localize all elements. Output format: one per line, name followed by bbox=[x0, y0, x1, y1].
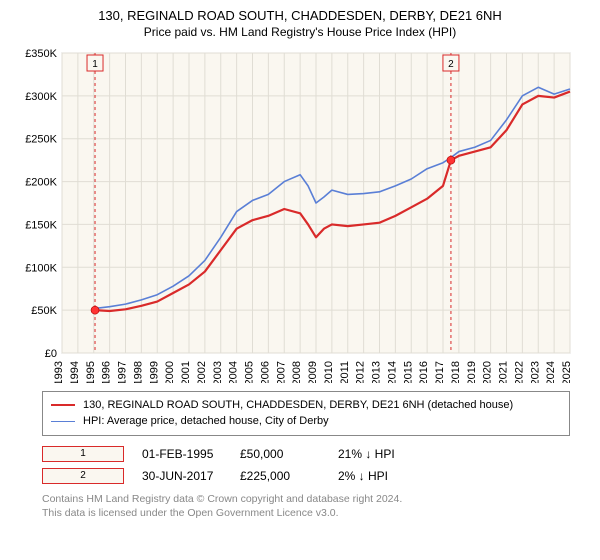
svg-text:2014: 2014 bbox=[386, 361, 398, 383]
svg-text:2007: 2007 bbox=[275, 361, 287, 383]
svg-text:1994: 1994 bbox=[69, 361, 81, 383]
svg-text:£300K: £300K bbox=[25, 91, 57, 103]
legend-swatch bbox=[51, 421, 75, 423]
table-row: 2 30-JUN-2017 £225,000 2% ↓ HPI bbox=[42, 468, 570, 484]
svg-text:2017: 2017 bbox=[434, 361, 446, 383]
footer-line: This data is licensed under the Open Gov… bbox=[42, 506, 570, 520]
footer-attribution: Contains HM Land Registry data © Crown c… bbox=[42, 492, 570, 520]
legend-label: 130, REGINALD ROAD SOUTH, CHADDESDEN, DE… bbox=[83, 397, 513, 414]
svg-text:£350K: £350K bbox=[25, 48, 57, 60]
line-chart-svg: £0 £50K £100K £150K £200K £250K £300K £350K 1993… bbox=[20, 43, 580, 383]
svg-text:2025: 2025 bbox=[561, 361, 573, 383]
svg-text:£100K: £100K bbox=[25, 262, 57, 274]
svg-text:1995: 1995 bbox=[85, 361, 97, 383]
svg-text:2001: 2001 bbox=[180, 361, 192, 383]
svg-text:2008: 2008 bbox=[291, 361, 303, 383]
marker-badge: 2 bbox=[42, 468, 124, 484]
legend-label: HPI: Average price, detached house, City… bbox=[83, 413, 329, 430]
legend-swatch bbox=[51, 404, 75, 406]
svg-text:2021: 2021 bbox=[498, 361, 510, 383]
table-row: 1 01-FEB-1995 £50,000 21% ↓ HPI bbox=[42, 446, 570, 462]
txn-date: 01-FEB-1995 bbox=[142, 447, 222, 461]
svg-text:2016: 2016 bbox=[418, 361, 430, 383]
svg-text:1: 1 bbox=[92, 59, 98, 70]
svg-text:2000: 2000 bbox=[164, 361, 176, 383]
svg-text:1999: 1999 bbox=[148, 361, 160, 383]
svg-text:2023: 2023 bbox=[529, 361, 541, 383]
txn-price: £225,000 bbox=[240, 469, 320, 483]
txn-delta: 2% ↓ HPI bbox=[338, 469, 418, 483]
svg-text:2: 2 bbox=[448, 59, 454, 70]
legend-item: 130, REGINALD ROAD SOUTH, CHADDESDEN, DE… bbox=[51, 397, 561, 414]
svg-text:2020: 2020 bbox=[482, 361, 494, 383]
txn-delta: 21% ↓ HPI bbox=[338, 447, 418, 461]
txn-price: £50,000 bbox=[240, 447, 320, 461]
svg-text:2010: 2010 bbox=[323, 361, 335, 383]
svg-text:2022: 2022 bbox=[513, 361, 525, 383]
svg-text:2011: 2011 bbox=[339, 361, 351, 383]
svg-text:£250K: £250K bbox=[25, 134, 57, 146]
legend: 130, REGINALD ROAD SOUTH, CHADDESDEN, DE… bbox=[42, 391, 570, 436]
txn-date: 30-JUN-2017 bbox=[142, 469, 222, 483]
svg-text:2018: 2018 bbox=[450, 361, 462, 383]
svg-text:£50K: £50K bbox=[31, 305, 57, 317]
svg-text:2012: 2012 bbox=[355, 361, 367, 383]
svg-text:2006: 2006 bbox=[259, 361, 271, 383]
legend-item: HPI: Average price, detached house, City… bbox=[51, 413, 561, 430]
svg-text:2024: 2024 bbox=[545, 361, 557, 383]
svg-text:1998: 1998 bbox=[132, 361, 144, 383]
chart-subtitle: Price paid vs. HM Land Registry's House … bbox=[0, 25, 600, 43]
svg-text:2005: 2005 bbox=[244, 361, 256, 383]
svg-text:2004: 2004 bbox=[228, 361, 240, 383]
svg-text:2009: 2009 bbox=[307, 361, 319, 383]
marker-badge: 1 bbox=[42, 446, 124, 462]
svg-text:1997: 1997 bbox=[117, 361, 129, 383]
svg-text:2019: 2019 bbox=[466, 361, 478, 383]
transaction-table: 1 01-FEB-1995 £50,000 21% ↓ HPI 2 30-JUN… bbox=[42, 446, 570, 484]
svg-text:£0: £0 bbox=[45, 348, 57, 360]
svg-text:1993: 1993 bbox=[53, 361, 65, 383]
svg-text:£200K: £200K bbox=[25, 176, 57, 188]
svg-text:1996: 1996 bbox=[101, 361, 113, 383]
svg-text:2003: 2003 bbox=[212, 361, 224, 383]
svg-text:2002: 2002 bbox=[196, 361, 208, 383]
svg-text:£150K: £150K bbox=[25, 219, 57, 231]
svg-text:2015: 2015 bbox=[402, 361, 414, 383]
chart-title: 130, REGINALD ROAD SOUTH, CHADDESDEN, DE… bbox=[0, 0, 600, 25]
svg-text:2013: 2013 bbox=[371, 361, 383, 383]
footer-line: Contains HM Land Registry data © Crown c… bbox=[42, 492, 570, 506]
chart-area: £0 £50K £100K £150K £200K £250K £300K £350K 1993… bbox=[20, 43, 580, 383]
